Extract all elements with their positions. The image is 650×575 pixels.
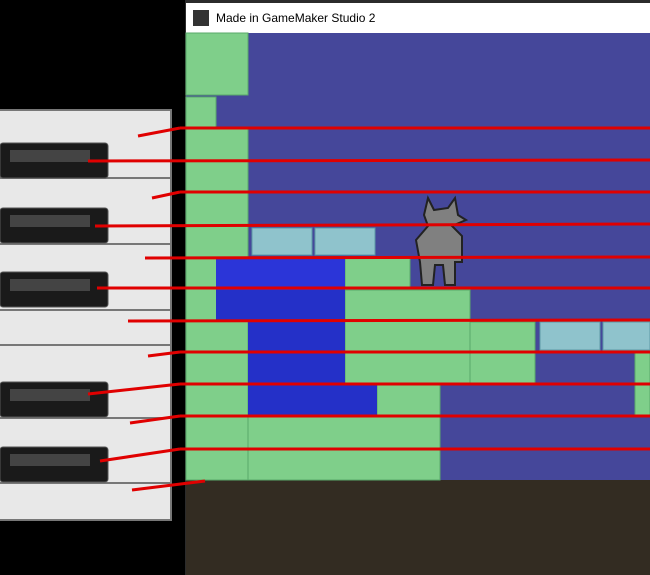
black-key-shine — [10, 150, 90, 466]
note-lines — [87, 126, 650, 492]
water-surface — [216, 258, 345, 290]
app-icon — [193, 10, 209, 26]
ice-blocks — [251, 227, 650, 351]
water — [216, 290, 345, 322]
piano — [0, 109, 172, 521]
wolf-character — [414, 195, 469, 286]
window-title: Made in GameMaker Studio 2 — [216, 11, 376, 25]
title-bar — [186, 3, 650, 33]
water — [248, 385, 377, 415]
game-window: Made in GameMaker Studio 2 — [87, 0, 650, 575]
floor — [186, 480, 650, 575]
